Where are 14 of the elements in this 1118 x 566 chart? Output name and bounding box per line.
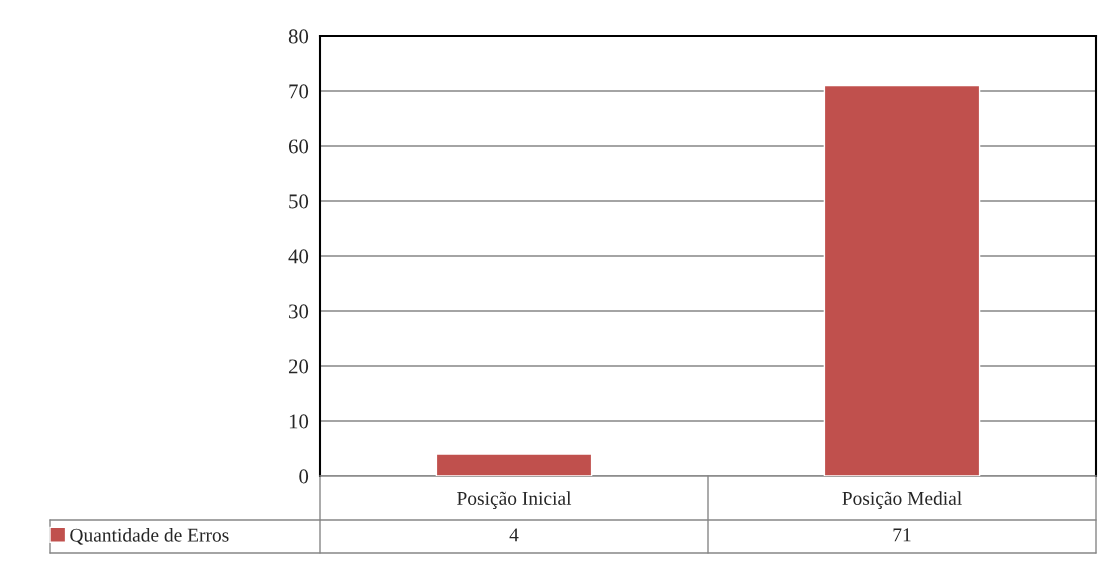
y-tick-label: 20 bbox=[288, 359, 309, 374]
legend-label: Quantidade de Erros bbox=[70, 528, 229, 545]
data-label: 4 bbox=[509, 528, 519, 542]
y-tick-label: 60 bbox=[288, 139, 309, 154]
x-tick-label: Posição Inicial bbox=[457, 491, 572, 509]
y-tick-label: 80 bbox=[288, 29, 309, 44]
y-tick-label: 0 bbox=[299, 469, 309, 484]
x-tick-label: Posição Medial bbox=[842, 491, 962, 509]
y-tick-label: 70 bbox=[289, 84, 309, 99]
data-label: 71 bbox=[893, 528, 911, 542]
y-tick-label: 30 bbox=[289, 304, 309, 319]
y-tick-label: 40 bbox=[288, 249, 309, 264]
y-tick-label: 10 bbox=[289, 414, 309, 429]
y-tick-label: 50 bbox=[289, 194, 309, 209]
